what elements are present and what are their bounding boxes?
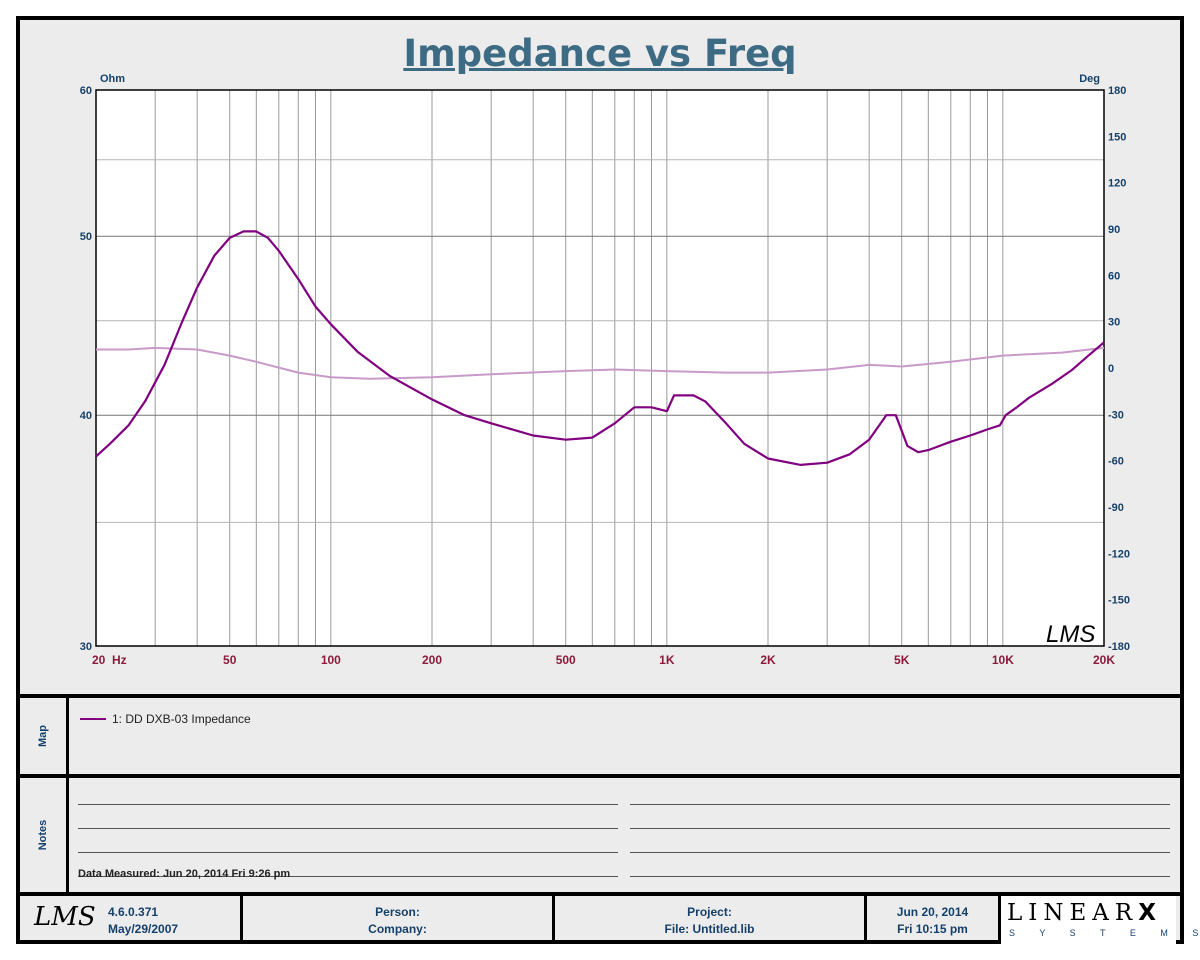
brand-subtext: S Y S T E M S: [1009, 928, 1200, 938]
note-line: [78, 852, 618, 853]
series-layer: [95, 230, 1105, 466]
chart-svg: 30 40 50 60 Ohm 180 150 120 90 60 30 0 -30 -60 -90 -120…: [80, 73, 1130, 667]
print-time: Fri 10:15 pm: [897, 922, 968, 936]
footer-version-cell: LMS 4.6.0.371 May/29/2007: [20, 896, 243, 944]
report-frame: Impedance vs Freq 30 40 50 60 Ohm 180 150 120 90…: [16, 16, 1198, 944]
note-line: [78, 828, 618, 829]
legend-text: 1: DD DXB-03 Impedance: [112, 712, 251, 726]
y-right-tick-label: 0: [1108, 363, 1114, 375]
legend-entry: 1: DD DXB-03 Impedance: [80, 712, 251, 726]
x-tick-label: 100: [321, 653, 341, 667]
map-side-label: Map: [20, 698, 69, 774]
y-right-tick-label: -90: [1108, 502, 1124, 514]
note-line: [78, 804, 618, 805]
y-right-tick-label: -30: [1108, 409, 1124, 421]
y-right-tick-label: 30: [1108, 317, 1120, 329]
footer-band: LMS 4.6.0.371 May/29/2007 Person: Compan…: [20, 892, 1198, 944]
y-right-tick-label: 90: [1108, 224, 1120, 236]
notes-band: Notes Data Measured: Jun 20, 2014 Fri 9:…: [20, 774, 1180, 892]
lms-logo: LMS: [34, 902, 96, 932]
y-left-tick-label: 60: [80, 85, 92, 97]
y-left-unit-label: Ohm: [100, 73, 125, 85]
linearx-logo: LINEARX S Y S T E M S: [1001, 896, 1198, 944]
y-left-tick-label: 40: [80, 410, 92, 422]
version-date: May/29/2007: [108, 922, 179, 936]
note-line: [630, 876, 1170, 877]
footer-project-cell: Project: File: Untitled.lib: [555, 896, 867, 944]
x-tick-label: 20 Hz: [92, 653, 127, 667]
print-date: Jun 20, 2014: [896, 905, 969, 919]
y-right-tick-label: 150: [1108, 131, 1126, 143]
x-tick-label: 50: [223, 653, 237, 667]
y-right-tick-label: -180: [1108, 641, 1130, 653]
y-left-tick-label: 50: [80, 231, 92, 243]
footer-date-cell: Jun 20, 2014 Fri 10:15 pm: [867, 896, 1001, 944]
notes-side-label: Notes: [20, 778, 69, 892]
y-left-tick-label: 30: [80, 641, 92, 653]
y-right-tick-label: -150: [1108, 595, 1130, 607]
grid: [96, 90, 1104, 646]
plot-background: [96, 90, 1104, 646]
brand-x: X: [1138, 900, 1156, 926]
data-measured: Data Measured: Jun 20, 2014 Fri 9:26 pm: [78, 868, 291, 880]
legend-swatch: [80, 718, 106, 720]
chart-title: Impedance vs Freq: [403, 32, 797, 75]
note-line: [78, 876, 618, 877]
y-right-tick-label: -60: [1108, 456, 1124, 468]
chart-area: Impedance vs Freq 30 40 50 60 Ohm 180 150 120 90…: [20, 20, 1180, 694]
x-tick-label: 200: [422, 653, 442, 667]
y-right-tick-label: 60: [1108, 270, 1120, 282]
map-label: Map: [37, 725, 49, 747]
company-label: Company:: [368, 922, 427, 936]
x-tick-label: 10K: [992, 653, 1014, 667]
x-tick-label: 5K: [894, 653, 910, 667]
note-line: [630, 852, 1170, 853]
phase-series-line: [96, 346, 1105, 380]
notes-label: Notes: [37, 819, 49, 851]
y-right-tick-label: 120: [1108, 178, 1126, 190]
person-label: Person:: [375, 905, 420, 919]
y-right-tick-label: 180: [1108, 85, 1126, 97]
lms-watermark: LMS: [1046, 621, 1095, 648]
x-tick-label: 20K: [1093, 653, 1115, 667]
brand-text: LINEAR: [1007, 900, 1139, 926]
y-right-unit-label: Deg: [1079, 73, 1100, 85]
version-number: 4.6.0.371: [108, 905, 159, 919]
x-tick-label: 2K: [760, 653, 776, 667]
y-right-tick-label: -120: [1108, 548, 1130, 560]
note-line: [630, 828, 1170, 829]
impedance-series-line: [95, 230, 1105, 466]
note-line: [630, 804, 1170, 805]
x-tick-label: 1K: [659, 653, 675, 667]
project-label: Project:: [687, 905, 732, 919]
map-band: Map 1: DD DXB-03 Impedance: [20, 694, 1180, 774]
file-label: File: Untitled.lib: [664, 922, 755, 936]
footer-person-cell: Person: Company:: [243, 896, 555, 944]
plot-border: [95, 89, 1105, 647]
axis-labels: 30 40 50 60 Ohm 180 150 120 90 60 30 0 -30 -60 -90 -120…: [80, 73, 1130, 667]
x-tick-label: 500: [556, 653, 576, 667]
